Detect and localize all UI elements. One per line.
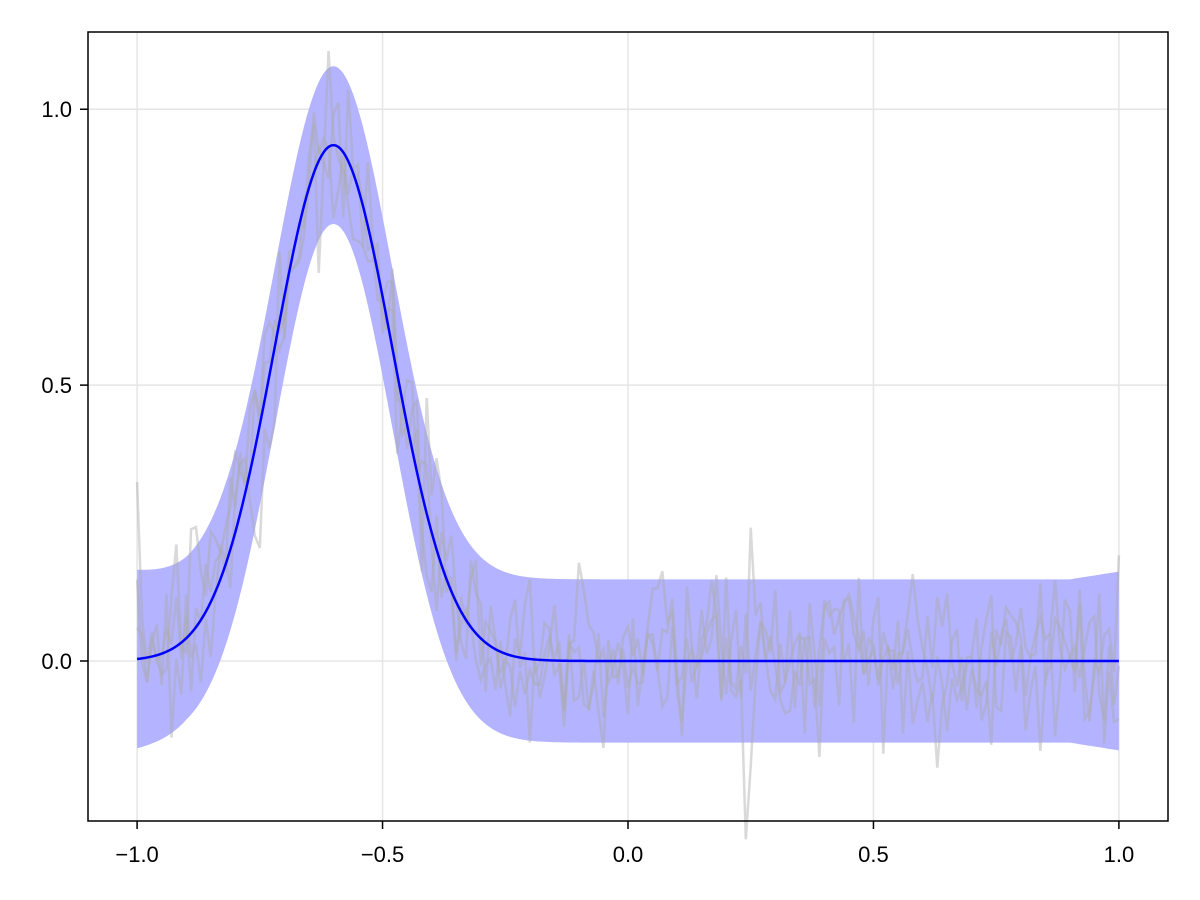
sample-series-line	[135, 89, 1120, 744]
mean-curve-line	[136, 143, 1119, 663]
x-tick-label: 0.5	[858, 842, 889, 867]
mean-curve-group	[136, 143, 1119, 663]
x-tick-label: −1.0	[115, 842, 158, 867]
sample-series-group	[135, 50, 1121, 840]
y-axis-ticks: 0.0 0.5 1.0	[41, 97, 88, 674]
sample-series-line	[136, 111, 1121, 758]
y-tick-label: 0.5	[41, 373, 72, 398]
y-tick-label: 0.0	[41, 649, 72, 674]
x-tick-label: 1.0	[1104, 842, 1135, 867]
x-tick-label: −0.5	[361, 842, 404, 867]
uncertainty-band	[137, 66, 1119, 751]
x-tick-label: 0.0	[613, 842, 644, 867]
x-axis-ticks: −1.0 −0.5 0.0 0.5 1.0	[115, 821, 1134, 867]
sample-series-line	[135, 50, 1121, 840]
y-tick-label: 1.0	[41, 97, 72, 122]
band-area	[137, 66, 1119, 751]
